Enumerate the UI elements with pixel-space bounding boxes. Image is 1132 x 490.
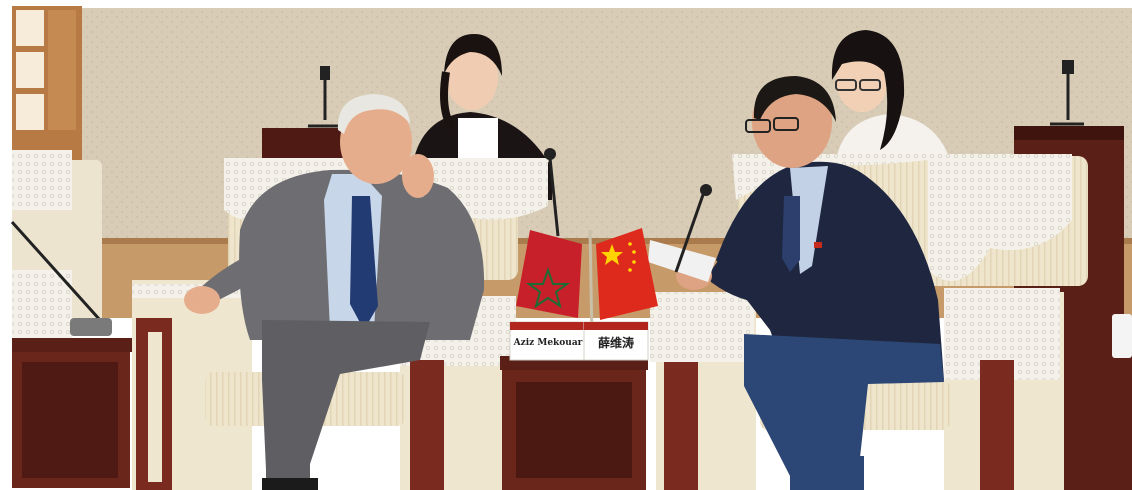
name-card-right: 薛维涛 [583,321,649,361]
interpreter-right [831,30,950,160]
name-card-left: Aziz Mekouar [509,321,587,361]
center-table [500,356,648,490]
guest-left [184,94,485,490]
desk-flags [516,228,658,341]
name-card-left-text: Aziz Mekouar [513,338,583,348]
morocco-flag-icon [516,230,582,318]
china-flag-icon [596,228,658,320]
microphone-center [544,148,712,273]
microphone-left [10,220,112,336]
side-sofa [12,150,102,340]
right-side-table [1064,314,1132,490]
left-side-table [12,338,136,488]
name-card-right-text: 薛维涛 [598,335,634,350]
host-right [648,76,944,490]
